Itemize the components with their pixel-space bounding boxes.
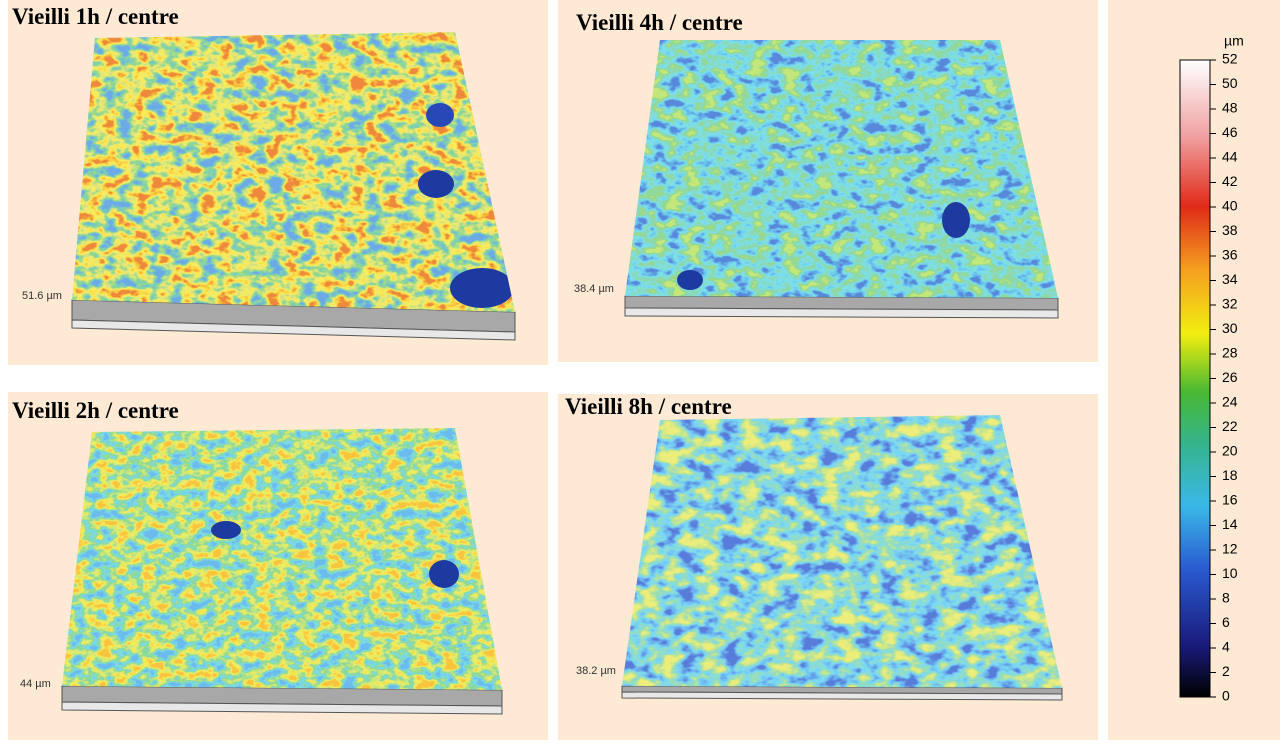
panel-title: Vieilli 8h / centre — [565, 394, 732, 419]
base-slab — [71, 319, 516, 341]
tick-label: 16 — [1222, 492, 1238, 508]
panel-title: Vieilli 1h / centre — [12, 4, 179, 29]
surface — [625, 40, 1058, 298]
tick-label: 22 — [1222, 418, 1238, 434]
base-slab — [624, 307, 1059, 319]
tick-label: 46 — [1222, 124, 1238, 140]
surface — [72, 32, 515, 312]
tick-label: 50 — [1222, 75, 1238, 91]
tick-label: 34 — [1222, 271, 1238, 287]
base-slab — [61, 701, 503, 715]
tick-label: 18 — [1222, 467, 1238, 483]
tick-label: 14 — [1222, 516, 1238, 532]
tick-label: 38 — [1222, 222, 1238, 238]
tick-label: 42 — [1222, 173, 1238, 189]
surface — [62, 428, 502, 690]
height-label: 38.4 µm — [574, 283, 614, 295]
colorbar-ticks: 0246810121416182022242628303234363840424… — [1210, 51, 1238, 704]
tick-label: 12 — [1222, 541, 1238, 557]
tick-label: 8 — [1222, 590, 1230, 606]
tick-label: 32 — [1222, 296, 1238, 312]
tick-label: 24 — [1222, 394, 1238, 410]
tick-label: 52 — [1222, 51, 1238, 67]
tick-label: 4 — [1222, 639, 1230, 655]
tick-label: 48 — [1222, 100, 1238, 116]
colorbar — [1179, 59, 1211, 698]
panel-title: Vieilli 4h / centre — [576, 10, 743, 35]
tick-label: 6 — [1222, 614, 1230, 630]
tick-label: 36 — [1222, 247, 1238, 263]
tick-label: 44 — [1222, 149, 1238, 165]
tick-label: 10 — [1222, 565, 1238, 581]
tick-label: 40 — [1222, 198, 1238, 214]
panel-title: Vieilli 2h / centre — [12, 398, 179, 423]
tick-label: 0 — [1222, 688, 1230, 704]
colorbar-unit: µm — [1224, 33, 1244, 49]
tick-label: 30 — [1222, 320, 1238, 336]
tick-label: 26 — [1222, 369, 1238, 385]
tick-label: 2 — [1222, 663, 1230, 679]
base-slab — [621, 691, 1063, 701]
height-label: 38.2 µm — [576, 665, 616, 677]
tick-label: 20 — [1222, 443, 1238, 459]
tick-label: 28 — [1222, 345, 1238, 361]
height-label: 44 µm — [20, 678, 51, 690]
height-label: 51.6 µm — [22, 290, 62, 302]
surface — [622, 415, 1062, 688]
